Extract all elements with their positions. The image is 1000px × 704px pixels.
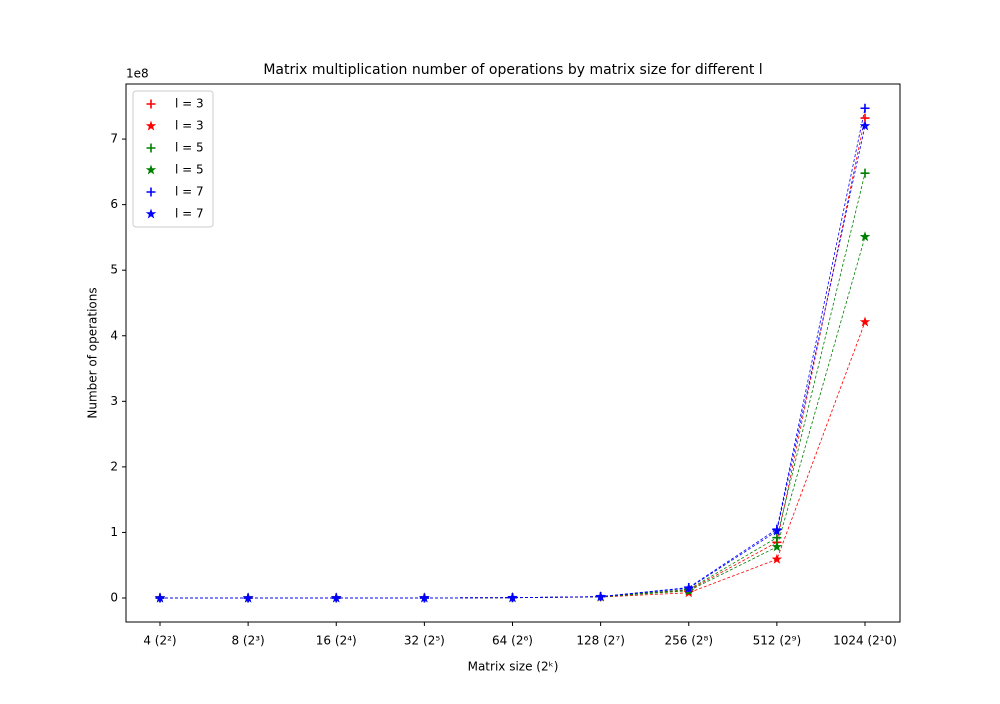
x-tick-label: 64 (2⁶) (492, 634, 533, 648)
data-point (859, 231, 871, 242)
y-tick-label: 2 (110, 459, 118, 473)
legend-label: l = 7 (175, 185, 204, 199)
series-line (159, 125, 866, 599)
data-point (331, 592, 342, 603)
data-point (683, 582, 694, 593)
y-tick-label: 6 (110, 197, 118, 211)
data-point (242, 592, 254, 603)
legend-label: l = 3 (175, 119, 204, 133)
data-point (154, 592, 166, 603)
y-axis-label: Number of operations (86, 287, 100, 418)
y-tick-label: 4 (110, 328, 118, 342)
x-tick-label: 512 (2⁹) (753, 634, 802, 648)
data-point (771, 541, 783, 552)
x-tick-label: 16 (2⁴) (316, 634, 357, 648)
y-offset-label: 1e8 (126, 67, 149, 81)
series-line (159, 236, 866, 599)
legend-label: l = 5 (175, 163, 204, 177)
y-tick-label: 0 (110, 591, 118, 605)
x-tick-label: 32 (2⁵) (404, 634, 445, 648)
data-point (771, 525, 783, 536)
legend-marker (146, 143, 156, 153)
data-point (772, 533, 782, 543)
y-tick-label: 7 (110, 132, 118, 146)
legend-marker (145, 208, 157, 219)
y-tick-label: 5 (110, 263, 118, 277)
y-tick-label: 1 (110, 525, 118, 539)
x-axis-label: Matrix size (2ᵏ) (468, 660, 559, 674)
x-tick-label: 4 (2²) (143, 634, 176, 648)
chart-title: Matrix multiplication number of operatio… (263, 62, 762, 78)
series-line (159, 108, 866, 599)
legend-marker (145, 164, 157, 175)
data-point (771, 553, 783, 564)
data-point (860, 168, 870, 178)
data-point (859, 316, 871, 327)
series-line (159, 173, 866, 599)
legend-marker (145, 120, 157, 131)
series-line (159, 321, 866, 599)
data-point (419, 592, 430, 603)
y-tick-label: 3 (110, 394, 118, 408)
legend-label: l = 3 (175, 97, 204, 111)
x-tick-label: 8 (2³) (231, 634, 264, 648)
data-point (507, 592, 518, 603)
legend-label: l = 7 (175, 207, 204, 221)
x-tick-label: 256 (2⁸) (664, 634, 713, 648)
legend-marker (146, 99, 156, 109)
data-point (860, 103, 870, 113)
x-tick-label: 1024 (2¹0) (833, 634, 897, 648)
x-tick-label: 128 (2⁷) (576, 634, 625, 648)
data-point (859, 120, 871, 131)
legend-label: l = 5 (175, 141, 204, 155)
legend-marker (146, 187, 156, 197)
data-point (595, 591, 606, 602)
series-line (159, 118, 866, 599)
